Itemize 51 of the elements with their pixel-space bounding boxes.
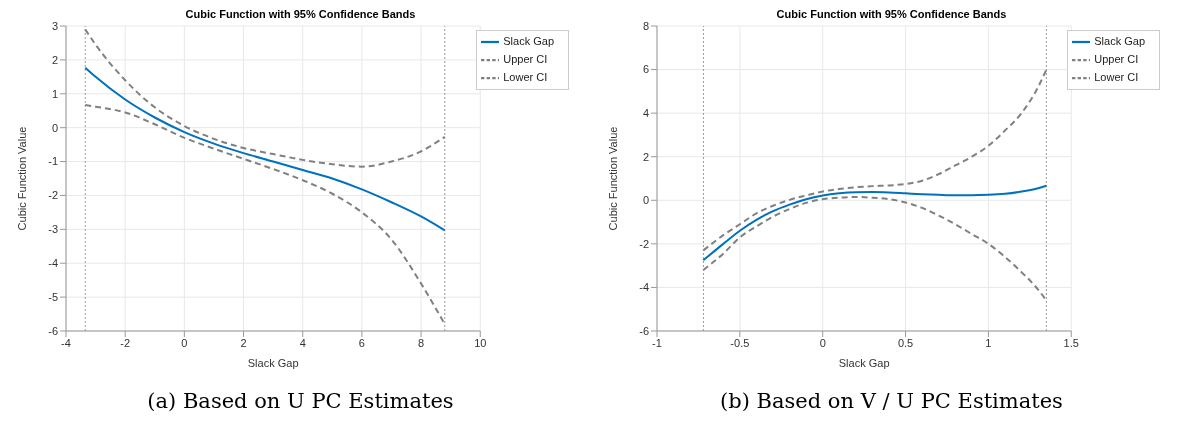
x-tick-label: 2 [240, 336, 247, 349]
y-tick-label: -4 [639, 281, 649, 294]
x-tick-label: 0 [819, 336, 826, 349]
y-tick-label: -5 [48, 291, 58, 304]
legend-label: Slack Gap [1094, 34, 1145, 47]
legend-label: Lower CI [1094, 70, 1139, 83]
legend-label: Lower CI [503, 70, 548, 83]
line-series [84, 28, 446, 168]
y-axis-title: Cubic Function Value [15, 126, 28, 231]
y-tick-label: 6 [642, 63, 649, 76]
y-tick-label: 0 [642, 194, 649, 207]
x-tick-label: 1.5 [1063, 336, 1079, 349]
y-tick-label: 1 [51, 87, 58, 100]
line-series [84, 66, 446, 232]
x-tick-label: -4 [61, 336, 71, 349]
y-axis-title: Cubic Function Value [606, 126, 619, 231]
x-tick-label: 1 [985, 336, 992, 349]
x-tick-label: 0.5 [897, 336, 914, 349]
x-tick-label: -1 [652, 336, 662, 349]
y-tick-label: -6 [48, 324, 58, 337]
x-tick-label: 4 [299, 336, 306, 349]
text: (a) Based on U PC Estimates [146, 389, 455, 413]
y-tick-label: 4 [642, 107, 649, 120]
legend-label: Upper CI [503, 52, 548, 65]
x-axis-title: Slack Gap [247, 357, 299, 369]
y-tick-label: 3 [51, 19, 58, 32]
legend-label: Upper CI [1094, 52, 1139, 65]
y-tick-label: 0 [51, 121, 58, 134]
line-series [702, 68, 1048, 252]
x-tick-label: 6 [358, 336, 365, 349]
y-tick-label: 8 [642, 19, 649, 32]
y-tick-label: -6 [639, 324, 649, 337]
line-series [702, 196, 1048, 302]
y-tick-label: -3 [48, 223, 58, 236]
x-tick-label: -0.5 [730, 336, 750, 349]
y-tick-label: 2 [642, 150, 649, 163]
x-axis-title: Slack Gap [838, 357, 890, 369]
line-series [702, 184, 1048, 262]
chart-title: Cubic Function with 95% Confidence Bands [776, 8, 1007, 20]
y-tick-label: -2 [639, 237, 649, 250]
x-tick-label: 0 [181, 336, 188, 349]
x-tick-label: 10 [474, 336, 487, 349]
text: (b) Based on V / U PC Estimates [719, 389, 1064, 413]
y-tick-label: -2 [48, 189, 58, 202]
y-tick-label: 2 [51, 53, 58, 66]
chart-title: Cubic Function with 95% Confidence Bands [185, 8, 416, 20]
legend-label: Slack Gap [503, 34, 554, 47]
x-tick-label: -2 [120, 336, 131, 349]
x-tick-label: 8 [418, 336, 425, 349]
y-tick-label: -4 [48, 257, 58, 270]
y-tick-label: -1 [48, 155, 58, 168]
